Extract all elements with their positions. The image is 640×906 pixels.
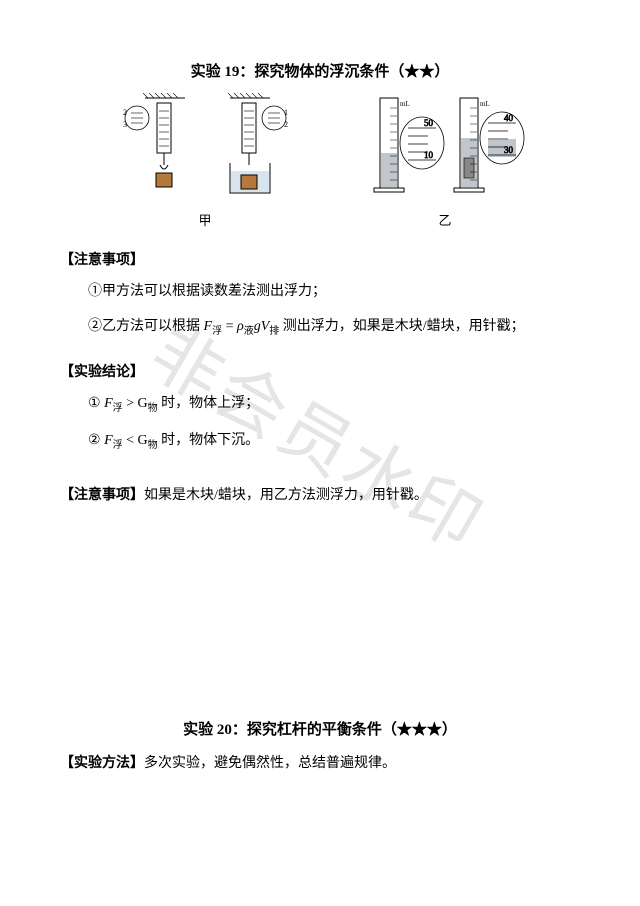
c1-G-sub: 物 <box>148 403 158 414</box>
note-2: ②乙方法可以根据 F浮 = ρ液gV排 测出浮力，如果是木块/蜡块，用针戳； <box>88 314 580 341</box>
note2-pre: ②乙方法可以根据 <box>88 319 204 334</box>
svg-text:mL: mL <box>480 100 490 108</box>
conclusion-label: 【实验结论】 <box>60 361 580 381</box>
svg-text:40: 40 <box>504 113 514 123</box>
c2-G: G <box>138 433 148 448</box>
exp20-title: 实验 20：探究杠杆的平衡条件（★★★） <box>60 718 580 739</box>
note2-eq: = <box>222 319 237 334</box>
fig-caption-right: 乙 <box>360 210 530 229</box>
note2-F-sub: 浮 <box>212 326 222 337</box>
svg-text:10: 10 <box>424 150 434 160</box>
figure-left: 23 <box>110 93 300 229</box>
note2-g: g <box>254 319 261 334</box>
note2-V: V <box>261 319 270 334</box>
c1-post: 时，物体上浮； <box>158 396 260 411</box>
note2-rho: ρ <box>237 319 244 334</box>
notes2-line: 【注意事项】如果是木块/蜡块，用乙方法测浮力，用针戳。 <box>60 483 580 508</box>
note-1: ①甲方法可以根据读数差法测出浮力； <box>88 279 580 304</box>
svg-text:1: 1 <box>284 108 288 117</box>
c2-F: F <box>104 433 113 448</box>
c1-F: F <box>104 396 113 411</box>
c2-F-sub: 浮 <box>113 440 123 451</box>
c1-op: > <box>123 396 138 411</box>
svg-text:2: 2 <box>123 108 127 117</box>
figure-right: mL 50 10 <box>360 93 530 229</box>
fig-caption-left: 甲 <box>110 210 300 229</box>
notes2-label: 【注意事项】 <box>60 488 144 503</box>
svg-text:30: 30 <box>504 145 514 155</box>
c1-G: G <box>138 396 148 411</box>
note2-V-sub: 排 <box>269 326 279 337</box>
svg-text:3: 3 <box>123 120 127 129</box>
c2-post: 时，物体下沉。 <box>158 433 260 448</box>
notes2-text: 如果是木块/蜡块，用乙方法测浮力，用针戳。 <box>144 488 428 503</box>
note2-F: F <box>204 319 213 334</box>
conclusion-1: ① F浮 > G物 时，物体上浮； <box>88 391 580 418</box>
c2-pre: ② <box>88 433 104 448</box>
spring-balance-diagram-icon: 23 <box>110 93 300 203</box>
c2-op: < <box>123 433 138 448</box>
c1-pre: ① <box>88 396 104 411</box>
graduated-cylinder-diagram-icon: mL 50 10 <box>360 93 530 203</box>
exp20-method: 【实验方法】多次实验，避免偶然性，总结普遍规律。 <box>60 751 580 776</box>
note2-post: 测出浮力，如果是木块/蜡块，用针戳； <box>279 319 524 334</box>
figure-row: 23 <box>60 93 580 229</box>
note2-rho-sub: 液 <box>244 326 254 337</box>
page-content: 实验 19：探究物体的浮沉条件（★★） <box>0 0 640 826</box>
method-text: 多次实验，避免偶然性，总结普遍规律。 <box>144 756 396 771</box>
svg-text:50: 50 <box>424 118 434 128</box>
svg-text:mL: mL <box>400 100 410 108</box>
exp19-title: 实验 19：探究物体的浮沉条件（★★） <box>60 60 580 81</box>
c2-G-sub: 物 <box>148 440 158 451</box>
spacer <box>60 518 580 718</box>
notes-label: 【注意事项】 <box>60 249 580 269</box>
svg-text:2: 2 <box>284 120 288 129</box>
conclusion-2: ② F浮 < G物 时，物体下沉。 <box>88 428 580 455</box>
method-label: 【实验方法】 <box>60 756 144 771</box>
c1-F-sub: 浮 <box>113 403 123 414</box>
